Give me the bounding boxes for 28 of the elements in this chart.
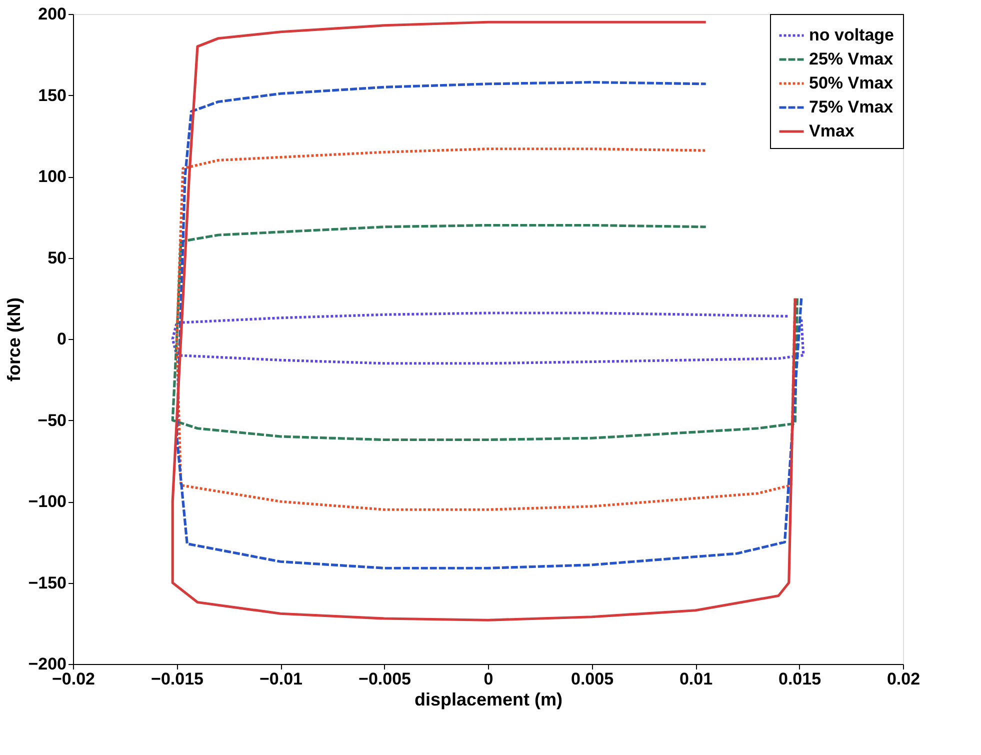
x-tick-label: 0.005 (570, 670, 614, 688)
line-series (171, 224, 798, 442)
line-series (175, 148, 796, 511)
x-tick-label: −0.015 (151, 670, 204, 688)
y-tick-label: 50 (48, 248, 66, 268)
line-series (171, 20, 796, 622)
line-series (175, 80, 803, 570)
x-axis-title: displacement (m) (414, 690, 563, 710)
legend-label: no voltage (809, 26, 894, 44)
y-tick-label: 100 (38, 167, 66, 186)
y-tick-label: 200 (38, 4, 66, 24)
y-axis-title: force (kN) (4, 297, 24, 382)
x-tick-label: 0.02 (886, 670, 920, 688)
legend-label: Vmax (809, 122, 855, 140)
legend-label: 25% Vmax (809, 50, 894, 68)
y-tick-label: 0 (57, 330, 66, 348)
y-tick-label: −100 (28, 492, 66, 511)
legend-label: 50% Vmax (809, 74, 894, 92)
y-tick-label: −50 (38, 410, 66, 430)
line-series (171, 312, 805, 365)
x-tick-label: −0.005 (358, 670, 411, 688)
y-tick-label: −150 (28, 573, 66, 592)
x-tick-label: −0.01 (259, 670, 303, 688)
x-tick-label: 0.015 (778, 670, 822, 688)
legend-label: 75% Vmax (809, 98, 894, 116)
x-tick-label: 0 (484, 670, 494, 688)
x-tick-label: 0.01 (679, 670, 713, 688)
y-tick-label: 150 (38, 86, 66, 105)
